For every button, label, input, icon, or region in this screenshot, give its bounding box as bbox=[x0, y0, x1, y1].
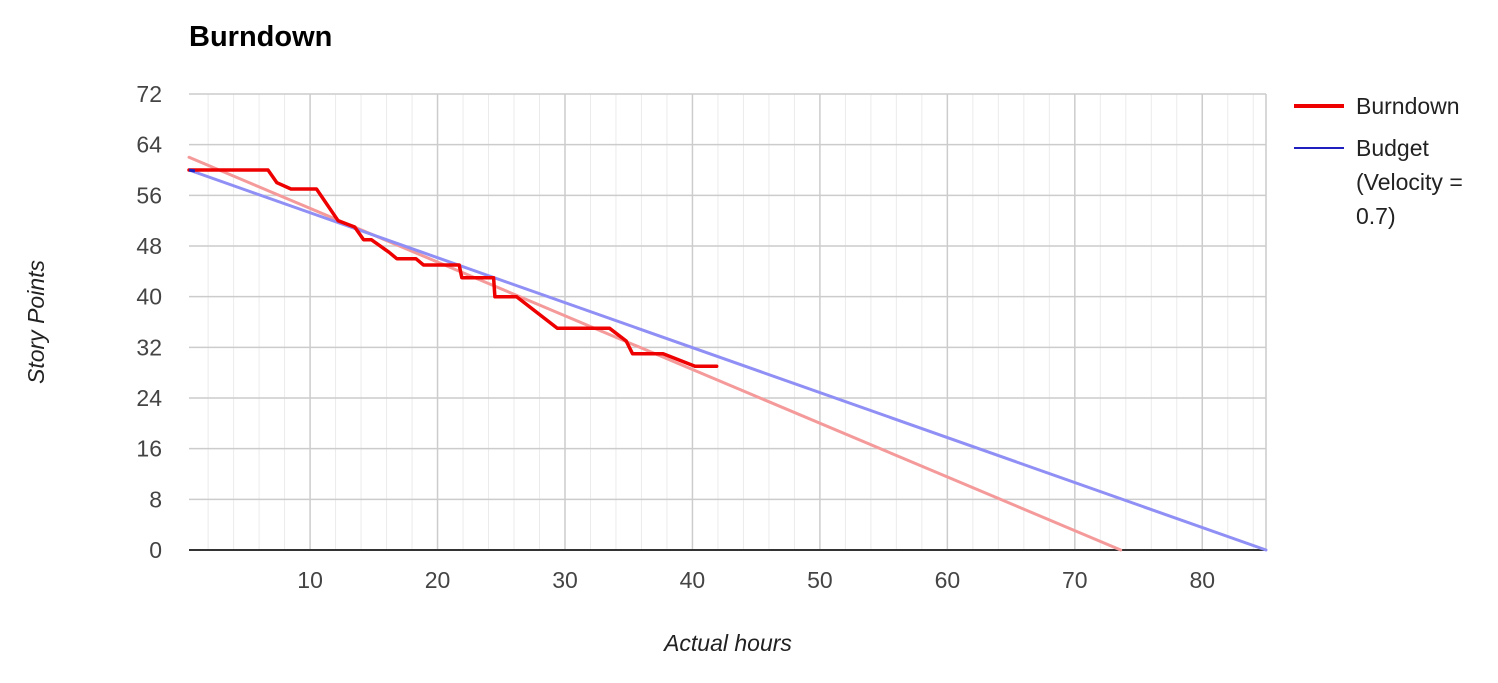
legend-budget-label-line3: 0.7) bbox=[1356, 203, 1396, 229]
y-axis-title: Story Points bbox=[23, 260, 49, 384]
y-axis-ticks: 0 8 16 24 32 40 48 56 64 72 bbox=[136, 81, 162, 563]
x-tick-label-10: 10 bbox=[297, 567, 323, 593]
y-tick-label-56: 56 bbox=[136, 182, 162, 208]
x-tick-label-40: 40 bbox=[680, 567, 706, 593]
series-line-budget bbox=[187, 168, 1268, 552]
series-lines bbox=[187, 155, 1268, 552]
legend-burndown-label: Burndown bbox=[1356, 93, 1460, 119]
x-tick-label-60: 60 bbox=[935, 567, 961, 593]
y-tick-label-16: 16 bbox=[136, 436, 162, 462]
budget-start-marker bbox=[188, 168, 196, 173]
series-line-burndown bbox=[187, 168, 719, 369]
x-tick-label-50: 50 bbox=[807, 567, 833, 593]
x-tick-label-80: 80 bbox=[1189, 567, 1215, 593]
y-tick-label-64: 64 bbox=[136, 132, 162, 158]
x-axis-title: Actual hours bbox=[662, 630, 792, 656]
y-tick-label-24: 24 bbox=[136, 385, 162, 411]
x-axis-ticks: 10 20 30 40 50 60 70 80 bbox=[297, 567, 1215, 593]
y-tick-label-0: 0 bbox=[149, 537, 162, 563]
y-tick-label-40: 40 bbox=[136, 284, 162, 310]
x-tick-label-70: 70 bbox=[1062, 567, 1088, 593]
y-tick-label-8: 8 bbox=[149, 486, 162, 512]
minor-gridlines bbox=[207, 94, 1254, 550]
legend: Burndown Budget (Velocity = 0.7) bbox=[1294, 93, 1463, 229]
y-tick-label-72: 72 bbox=[136, 81, 162, 107]
chart-title: Burndown bbox=[189, 21, 332, 53]
x-tick-label-30: 30 bbox=[552, 567, 578, 593]
x-tick-label-20: 20 bbox=[425, 567, 451, 593]
major-gridlines bbox=[189, 93, 1267, 550]
legend-budget-label: Budget bbox=[1356, 135, 1430, 161]
y-tick-label-48: 48 bbox=[136, 233, 162, 259]
legend-budget-label-line2: (Velocity = bbox=[1356, 169, 1463, 195]
y-tick-label-32: 32 bbox=[136, 334, 162, 360]
